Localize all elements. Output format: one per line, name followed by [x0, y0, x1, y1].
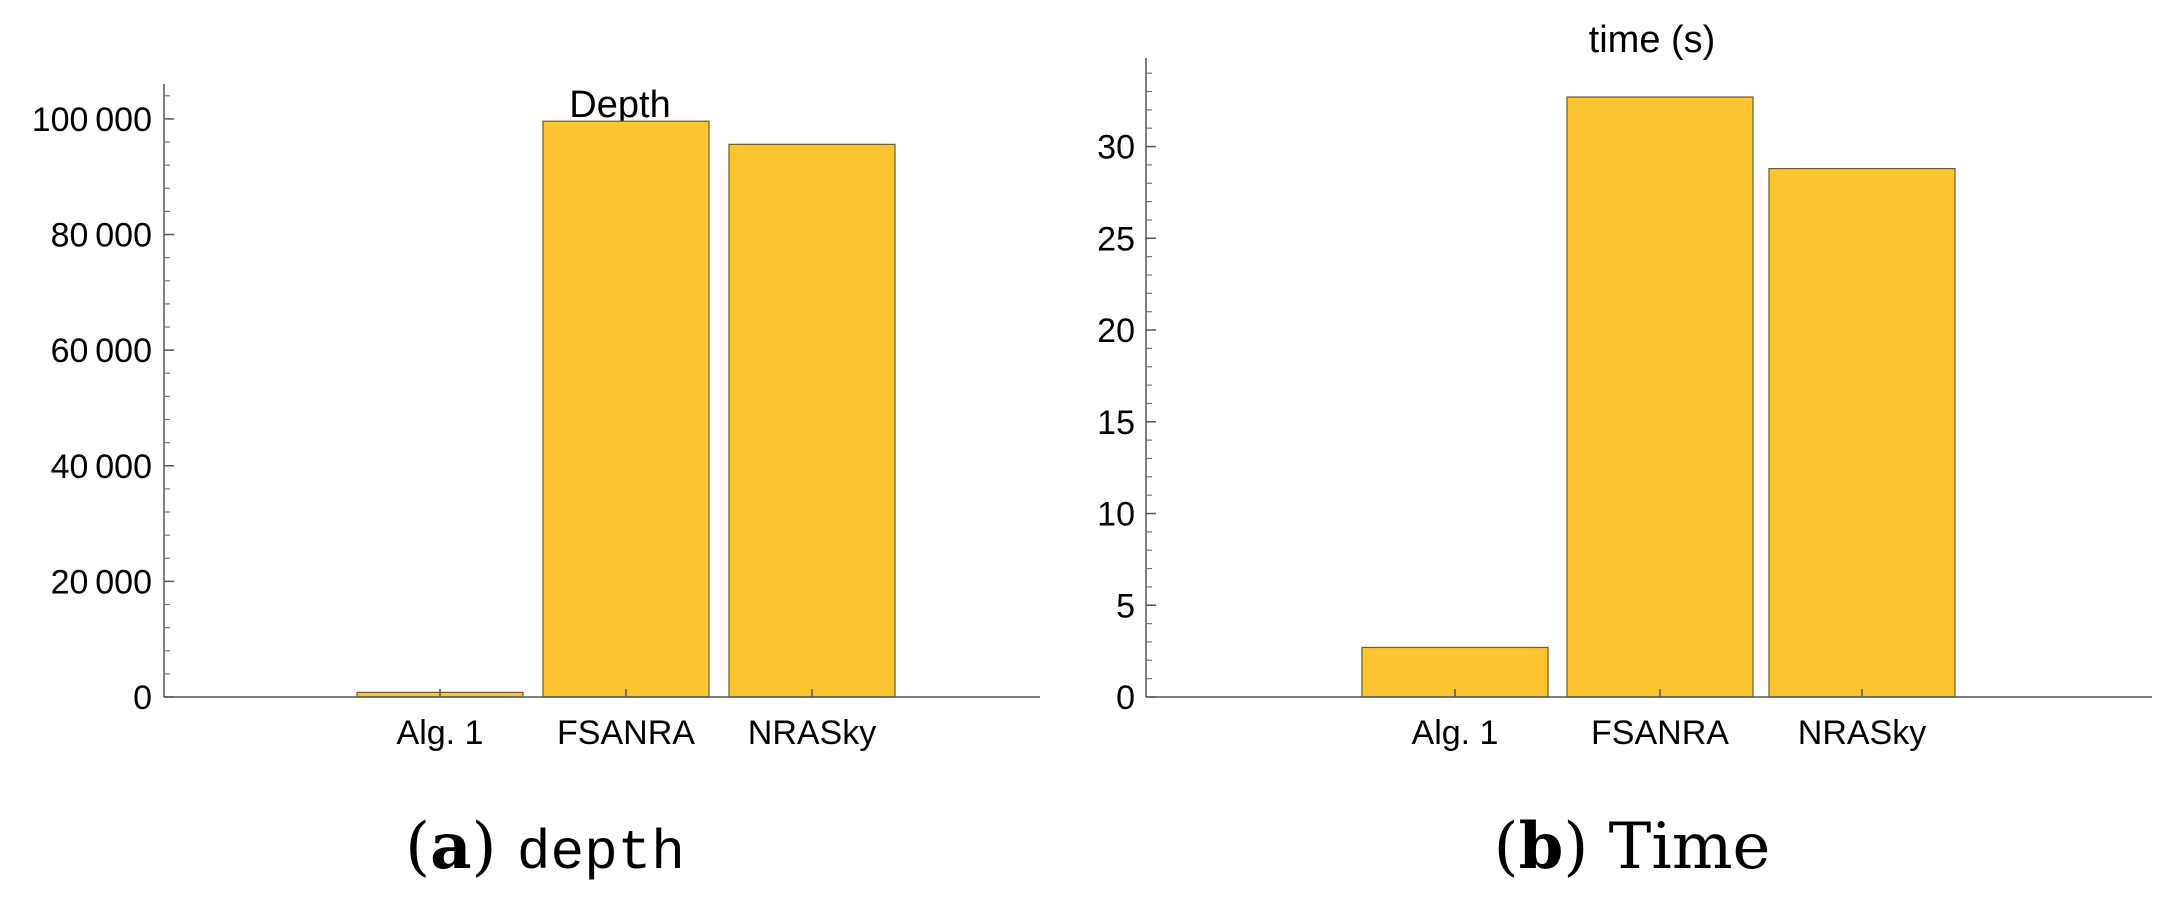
panel-a-depth-chart: Depth 0 20 000 40 000 60 000 80 000 100 000 Alg… [32, 84, 1040, 885]
bar-fsanra [542, 120, 710, 698]
y-tick-label: 100 000 [32, 101, 152, 139]
x-tick-label: NRASky [748, 714, 876, 752]
x-tick-label: Alg. 1 [1412, 714, 1499, 752]
y-tick-label: 10 [1097, 496, 1135, 534]
y-tick-label: 20 [1097, 312, 1135, 350]
y-tick-label: 0 [133, 679, 152, 717]
y-tick-label: 80 000 [51, 217, 152, 255]
y-tick-label: 0 [1116, 679, 1135, 717]
y-tick-label: 25 [1097, 220, 1135, 258]
x-tick-label: FSANRA [1591, 714, 1729, 752]
x-tick-label: NRASky [1798, 714, 1926, 752]
chart-title: Depth [569, 84, 670, 126]
x-tick-label: Alg. 1 [397, 714, 484, 752]
y-tick-label: 40 000 [51, 448, 152, 486]
y-tick-label: 15 [1097, 404, 1135, 442]
y-tick-label: 5 [1116, 587, 1135, 625]
panel-b-time-chart: time (s) 0 5 10 15 20 25 30 Alg. 1 FSANRA NRASky (b… [1097, 19, 2152, 884]
chart-title: time (s) [1589, 19, 1716, 61]
bar-alg-1 [1361, 646, 1549, 698]
panel-caption: (a) depth [405, 809, 685, 885]
bar-nrasky [1768, 167, 1956, 698]
bar-nrasky [728, 143, 896, 698]
y-tick-label: 60 000 [51, 332, 152, 370]
x-tick-label: FSANRA [557, 714, 695, 752]
y-tick-label: 20 000 [51, 563, 152, 601]
panel-caption: (b) Time [1494, 809, 1771, 884]
y-tick-label: 30 [1097, 129, 1135, 167]
bar-fsanra [1566, 96, 1754, 698]
